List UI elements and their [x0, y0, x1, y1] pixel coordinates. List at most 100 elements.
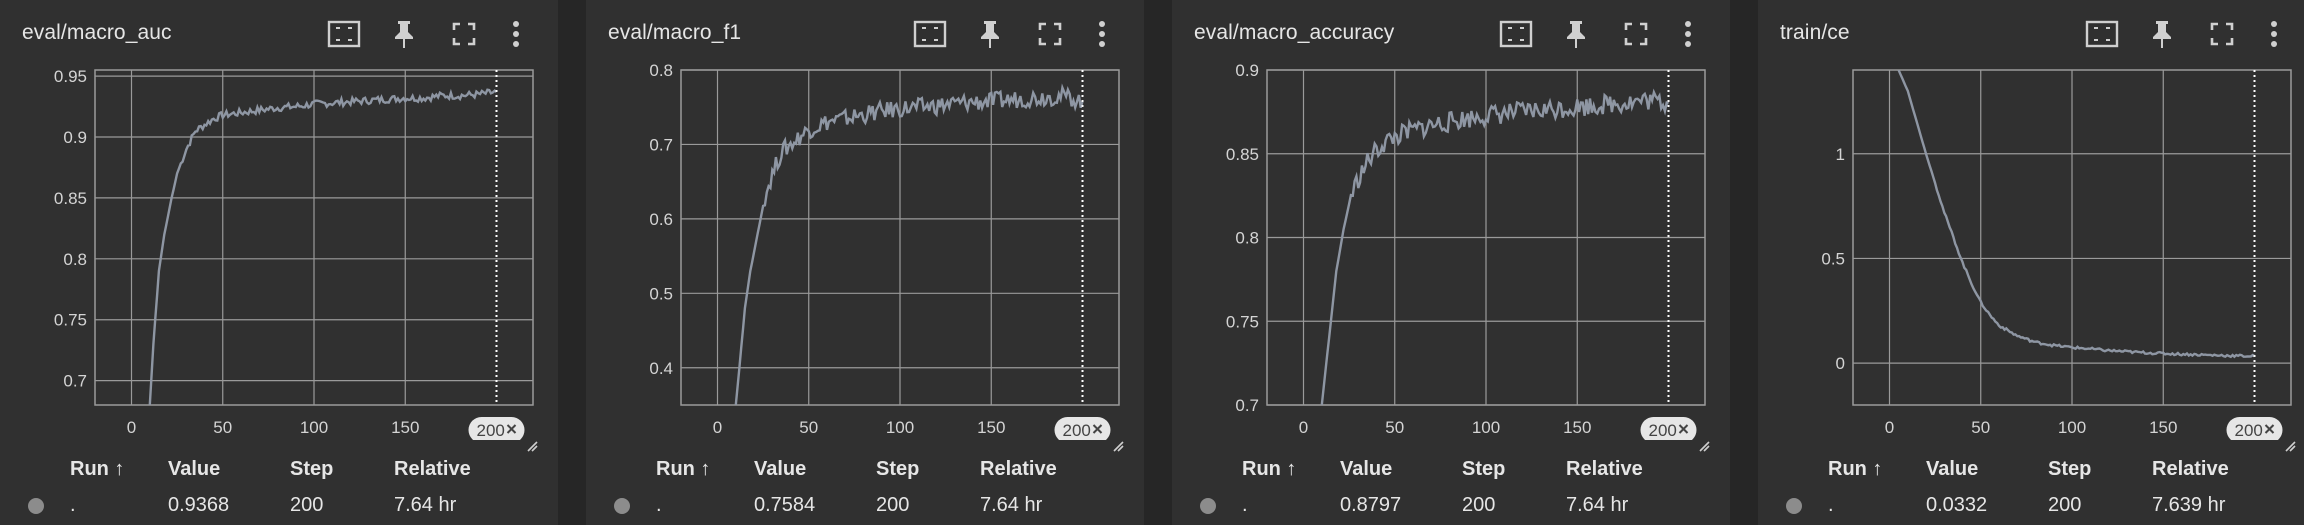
- y-tick-label: 0.5: [649, 284, 673, 303]
- x-tick-label: 150: [2149, 418, 2177, 437]
- close-icon[interactable]: [2264, 424, 2275, 434]
- step-column-header[interactable]: Step: [290, 458, 334, 480]
- y-tick-label: 0.85: [54, 189, 87, 208]
- series-line: [734, 83, 1084, 405]
- scalar-card-1: eval/macro_auc: [0, 0, 558, 525]
- fit-domain-icon: [2085, 20, 2119, 48]
- relative-column-header[interactable]: Relative: [394, 458, 471, 480]
- run-step: 200: [876, 494, 910, 516]
- pin-button[interactable]: [374, 14, 434, 54]
- more-vert-icon: [2271, 21, 2277, 47]
- step-cursor-badge[interactable]: 200: [1640, 417, 1697, 440]
- run-name: .: [1242, 494, 1248, 516]
- pin-button[interactable]: [960, 14, 1020, 54]
- y-tick-label: 0.9: [1235, 61, 1259, 80]
- x-tick-label: 150: [977, 418, 1005, 437]
- x-tick-label: 100: [2058, 418, 2086, 437]
- fullscreen-button[interactable]: [434, 14, 494, 54]
- card-title: eval/macro_f1: [608, 21, 742, 44]
- close-icon[interactable]: [1678, 424, 1689, 434]
- x-tick-label: 100: [300, 418, 328, 437]
- y-tick-label: 1: [1836, 145, 1845, 164]
- line-chart[interactable]: 0 50 100 150 0 0.5 1 200: [1758, 60, 2304, 440]
- relative-column-header[interactable]: Relative: [980, 458, 1057, 480]
- card-toolbar: [314, 14, 538, 54]
- y-tick-label: 0.75: [1226, 312, 1259, 331]
- line-chart[interactable]: 0 50 100 150 0.4 0.5 0.6 0.7 0.8 200: [586, 60, 1144, 440]
- fit-domain-button[interactable]: [900, 14, 960, 54]
- cursor-step-label: 200: [2235, 421, 2263, 440]
- run-color-dot: [1200, 498, 1216, 514]
- pin-icon: [1567, 21, 1585, 48]
- card-toolbar: [2072, 14, 2296, 54]
- fullscreen-button[interactable]: [1020, 14, 1080, 54]
- cursor-step-label: 200: [1063, 421, 1091, 440]
- run-column-header[interactable]: Run ↑: [656, 458, 711, 480]
- fullscreen-icon: [452, 22, 476, 46]
- fit-domain-button[interactable]: [2072, 14, 2132, 54]
- fit-domain-button[interactable]: [1486, 14, 1546, 54]
- run-column-header[interactable]: Run ↑: [1828, 458, 1883, 480]
- card-title: train/ce: [1780, 21, 1850, 44]
- line-chart[interactable]: 0 50 100 150 0.7 0.75 0.8 0.85 0.9 200: [1172, 60, 1730, 440]
- fullscreen-button[interactable]: [2192, 14, 2252, 54]
- step-column-header[interactable]: Step: [1462, 458, 1506, 480]
- run-column-header[interactable]: Run ↑: [70, 458, 125, 480]
- step-column-header[interactable]: Step: [876, 458, 920, 480]
- cursor-step-label: 200: [477, 421, 505, 440]
- fullscreen-icon: [2210, 22, 2234, 46]
- y-tick-label: 0.5: [1821, 249, 1845, 268]
- value-column-header[interactable]: Value: [1340, 458, 1393, 480]
- data-table: Run ↑ Value Step Relative . 0.9368 200 7…: [0, 448, 558, 525]
- y-tick-label: 0.7: [63, 372, 87, 391]
- x-tick-label: 50: [1971, 418, 1990, 437]
- x-tick-label: 0: [127, 418, 136, 437]
- x-tick-label: 0: [713, 418, 722, 437]
- data-table: Run ↑ Value Step Relative . 0.7584 200 7…: [586, 448, 1144, 525]
- run-name: .: [656, 494, 662, 516]
- close-icon[interactable]: [506, 424, 517, 434]
- step-cursor-badge[interactable]: 200: [1054, 417, 1111, 440]
- value-column-header[interactable]: Value: [168, 458, 221, 480]
- y-tick-label: 0.85: [1226, 145, 1259, 164]
- x-tick-label: 50: [213, 418, 232, 437]
- step-cursor-badge[interactable]: 200: [2226, 417, 2283, 440]
- card-title: eval/macro_auc: [22, 21, 172, 44]
- fullscreen-button[interactable]: [1606, 14, 1666, 54]
- run-relative: 7.64 hr: [980, 494, 1043, 516]
- x-tick-label: 100: [1472, 418, 1500, 437]
- step-cursor-badge[interactable]: 200: [468, 417, 525, 440]
- y-tick-label: 0.8: [649, 61, 673, 80]
- fit-domain-icon: [1499, 20, 1533, 48]
- value-column-header[interactable]: Value: [1926, 458, 1979, 480]
- run-relative: 7.64 hr: [394, 494, 457, 516]
- more-options-button[interactable]: [1666, 14, 1710, 54]
- run-column-header[interactable]: Run ↑: [1242, 458, 1297, 480]
- pin-icon: [395, 21, 413, 48]
- resize-handle-icon[interactable]: [1112, 440, 1124, 452]
- resize-handle-icon[interactable]: [526, 440, 538, 452]
- line-chart[interactable]: 0 50 100 150 0.7 0.75 0.8 0.85 0.9 0.95 200: [0, 60, 558, 440]
- relative-column-header[interactable]: Relative: [2152, 458, 2229, 480]
- run-name: .: [70, 494, 76, 516]
- y-tick-label: 0.95: [54, 67, 87, 86]
- x-tick-label: 50: [1385, 418, 1404, 437]
- resize-handle-icon[interactable]: [2284, 440, 2296, 452]
- run-relative: 7.639 hr: [2152, 494, 2226, 516]
- more-options-button[interactable]: [2252, 14, 2296, 54]
- more-options-button[interactable]: [1080, 14, 1124, 54]
- fit-domain-icon: [327, 20, 361, 48]
- fullscreen-icon: [1038, 22, 1062, 46]
- x-tick-label: 150: [1563, 418, 1591, 437]
- pin-button[interactable]: [1546, 14, 1606, 54]
- more-options-button[interactable]: [494, 14, 538, 54]
- fit-domain-button[interactable]: [314, 14, 374, 54]
- step-column-header[interactable]: Step: [2048, 458, 2092, 480]
- relative-column-header[interactable]: Relative: [1566, 458, 1643, 480]
- pin-button[interactable]: [2132, 14, 2192, 54]
- resize-handle-icon[interactable]: [1698, 440, 1710, 452]
- run-value: 0.0332: [1926, 494, 1988, 516]
- value-column-header[interactable]: Value: [754, 458, 807, 480]
- close-icon[interactable]: [1092, 424, 1103, 434]
